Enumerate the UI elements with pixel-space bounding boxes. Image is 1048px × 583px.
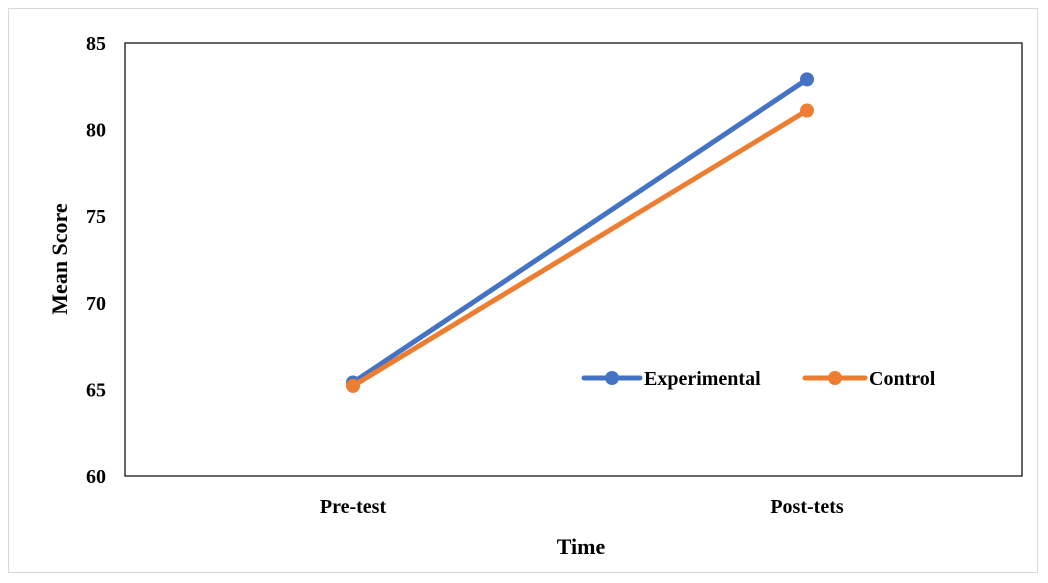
y-axis-title: Mean Score [47,203,72,315]
legend: Experimental Control [581,368,936,390]
y-tick-label: 75 [86,206,106,228]
data-point-control [346,378,360,393]
series-line-control [350,108,810,389]
x-axis-title: Time [557,534,606,559]
legend-marker [828,371,842,385]
legend-marker [605,371,619,385]
data-point-experimental [800,72,814,87]
chart-frame [8,8,1038,573]
data-point-control [800,103,814,118]
y-tick-label: 85 [86,33,106,55]
series-group [346,72,814,393]
y-tick-label: 70 [86,293,106,315]
y-tick-label: 65 [86,379,106,401]
plot-area [124,42,1023,477]
legend-label: Control [869,368,936,390]
y-tick-label: 80 [86,120,106,142]
series-line-experimental [350,76,810,385]
x-tick-label: Post-tets [770,496,844,518]
x-axis-ticks: Pre-test Post-tets [320,496,844,518]
x-tick-label: Pre-test [320,496,387,518]
y-axis-ticks: 60 65 70 75 80 85 [86,33,106,488]
legend-label: Experimental [644,368,761,390]
y-tick-label: 60 [86,466,106,488]
